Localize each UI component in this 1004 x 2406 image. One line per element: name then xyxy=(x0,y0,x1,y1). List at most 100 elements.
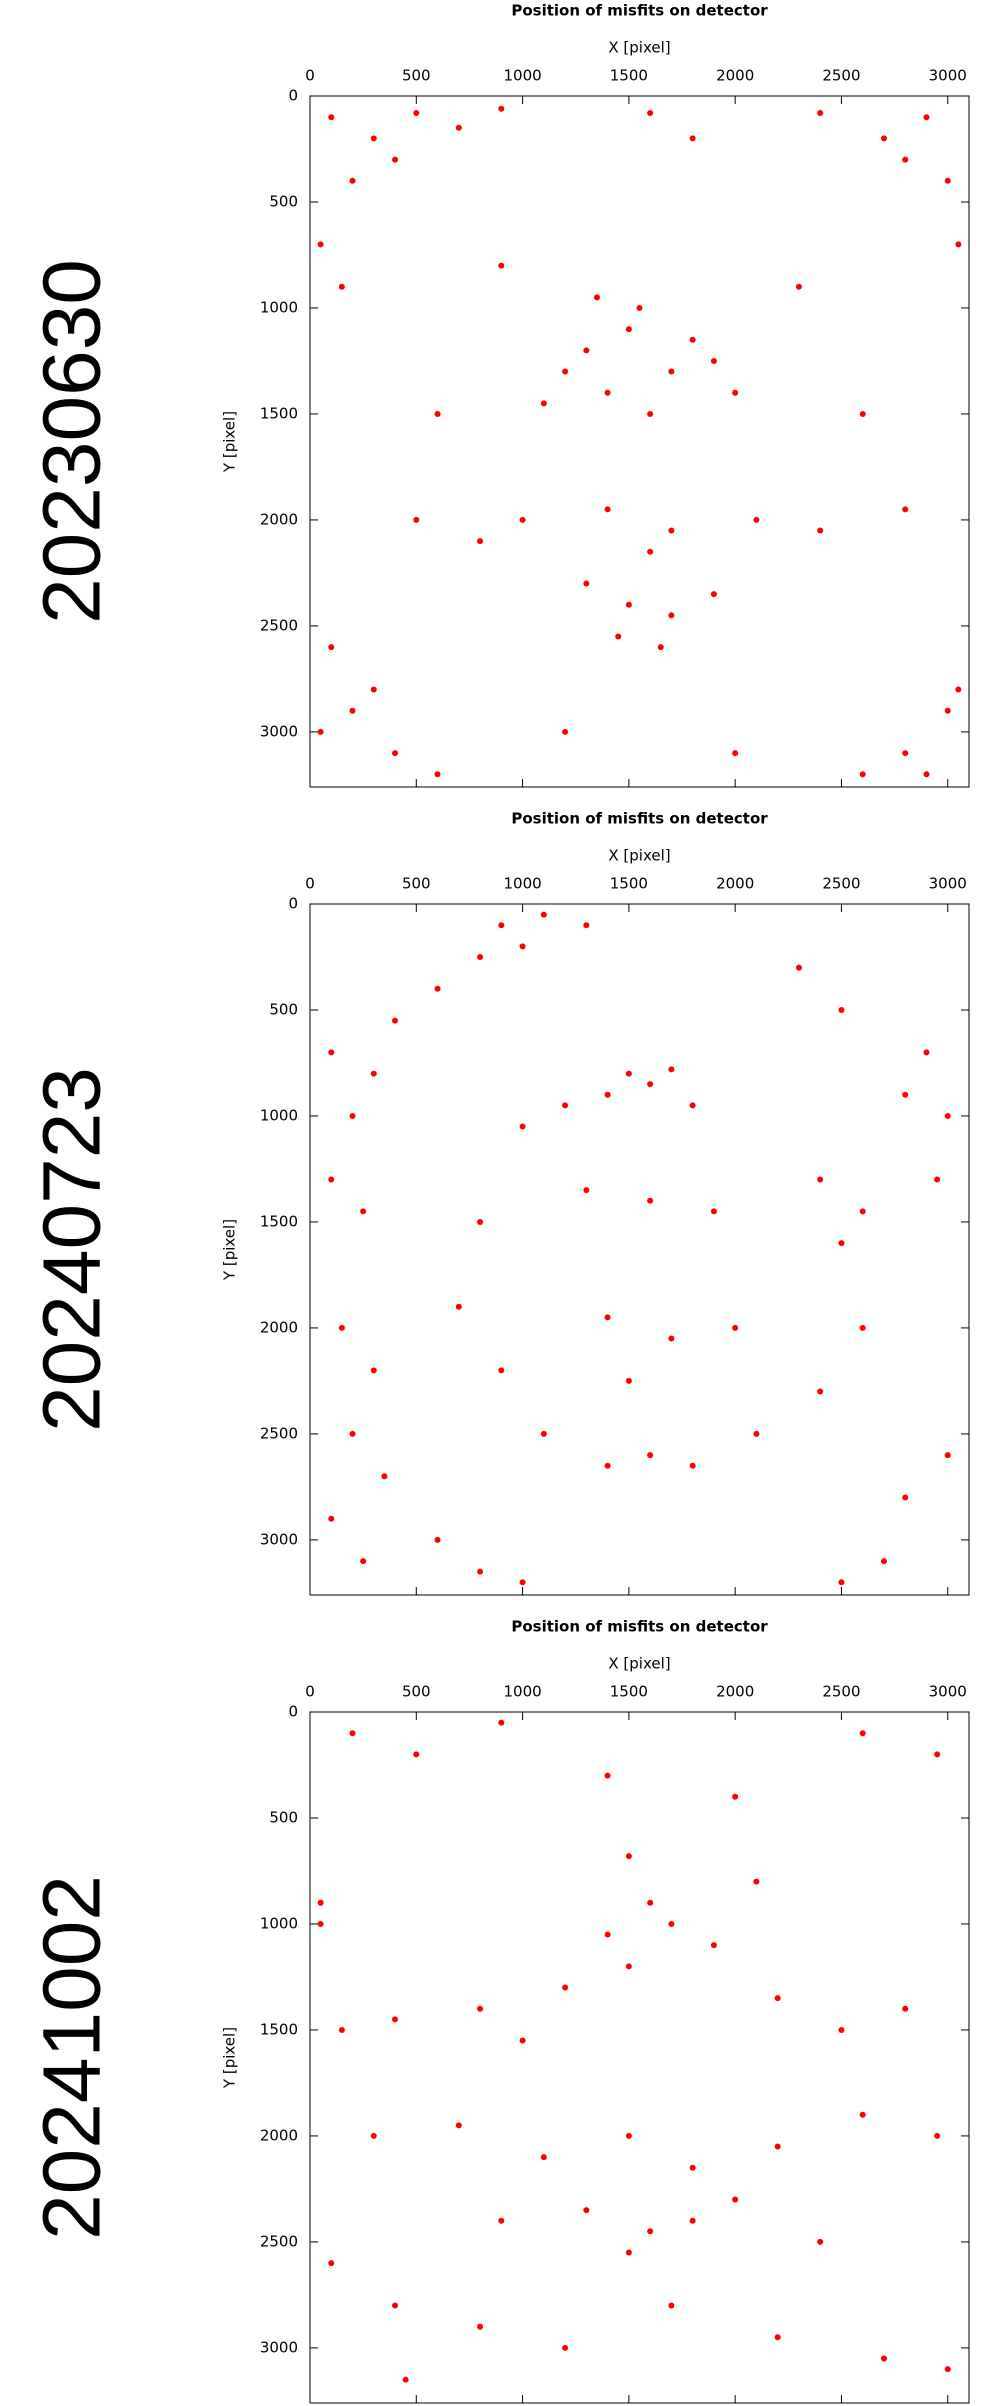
point xyxy=(625,2132,632,2139)
point xyxy=(434,771,441,778)
chart: Position of misfits on detector X [pixel]… xyxy=(27,1618,970,2404)
y-tick-label: 2500 xyxy=(260,1424,298,1442)
point xyxy=(647,2228,654,2235)
x-tick-label: 3000 xyxy=(929,875,967,893)
point xyxy=(583,1187,590,1194)
point xyxy=(604,1772,611,1779)
plot-frame xyxy=(309,1711,970,2404)
y-axis-label: Y [pixel] xyxy=(221,411,239,473)
y-tick-label: 3000 xyxy=(260,722,298,740)
point xyxy=(625,326,632,333)
point xyxy=(402,2376,409,2383)
point xyxy=(317,728,324,735)
point xyxy=(902,1091,909,1098)
x-tick-label: 2000 xyxy=(716,67,754,85)
point xyxy=(562,2344,569,2351)
point xyxy=(370,686,377,693)
x-tick-label: 1500 xyxy=(610,67,648,85)
plot-frame xyxy=(309,95,970,788)
point xyxy=(689,2164,696,2171)
point xyxy=(498,2217,505,2224)
point xyxy=(689,2217,696,2224)
point xyxy=(519,1123,526,1130)
point xyxy=(392,2302,399,2309)
point xyxy=(880,2355,887,2362)
point xyxy=(934,1176,941,1183)
point xyxy=(647,1197,654,1204)
point xyxy=(934,2132,941,2139)
point xyxy=(817,1176,824,1183)
point xyxy=(455,1303,462,1310)
point xyxy=(902,2005,909,2012)
point xyxy=(562,368,569,375)
date-label: 20241002 xyxy=(27,1875,118,2240)
point xyxy=(370,135,377,142)
y-tick-label: 1000 xyxy=(260,1914,298,1932)
point xyxy=(317,1899,324,1906)
point xyxy=(381,1473,388,1480)
point xyxy=(328,114,335,121)
point xyxy=(455,124,462,131)
x-tick-label: 1500 xyxy=(610,875,648,893)
chart-title: Position of misfits on detector xyxy=(511,1618,768,1636)
point xyxy=(689,336,696,343)
point xyxy=(647,1081,654,1088)
date-label: 20240723 xyxy=(27,1067,118,1432)
y-axis-label: Y [pixel] xyxy=(221,1219,239,1281)
point xyxy=(317,1920,324,1927)
point xyxy=(944,1452,951,1459)
point xyxy=(902,750,909,757)
point xyxy=(519,2037,526,2044)
point xyxy=(689,1102,696,1109)
point xyxy=(477,538,484,545)
point xyxy=(774,2334,781,2341)
x-tick-label: 500 xyxy=(402,1683,431,1701)
y-axis-label: Y [pixel] xyxy=(221,2027,239,2089)
point xyxy=(498,105,505,112)
x-tick-label: 2500 xyxy=(822,67,860,85)
y-tick-label: 500 xyxy=(269,192,298,210)
point xyxy=(583,2207,590,2214)
point xyxy=(859,1208,866,1215)
point xyxy=(519,516,526,523)
y-tick-label: 1000 xyxy=(260,1106,298,1124)
point xyxy=(710,357,717,364)
y-tick-label: 0 xyxy=(288,87,298,105)
point xyxy=(519,1579,526,1586)
point xyxy=(604,1091,611,1098)
point xyxy=(328,1515,335,1522)
point xyxy=(519,943,526,950)
point xyxy=(732,2196,739,2203)
point xyxy=(370,1367,377,1374)
point xyxy=(540,2154,547,2161)
point xyxy=(944,707,951,714)
y-tick-label: 0 xyxy=(288,1703,298,1721)
point xyxy=(413,516,420,523)
point xyxy=(477,1568,484,1575)
point xyxy=(604,506,611,513)
point xyxy=(338,2026,345,2033)
point xyxy=(732,1324,739,1331)
x-tick-label: 3000 xyxy=(929,67,967,85)
x-axis-label: X [pixel] xyxy=(608,39,670,57)
x-tick-label: 0 xyxy=(305,67,315,85)
point xyxy=(668,1335,675,1342)
point xyxy=(477,953,484,960)
point xyxy=(540,400,547,407)
point xyxy=(902,506,909,513)
point xyxy=(817,527,824,534)
point xyxy=(710,1208,717,1215)
y-tick-label: 3000 xyxy=(260,2338,298,2356)
point xyxy=(583,347,590,354)
point xyxy=(392,156,399,163)
point xyxy=(540,911,547,918)
x-tick-label: 2000 xyxy=(716,1683,754,1701)
point xyxy=(498,1367,505,1374)
point xyxy=(625,2249,632,2256)
point xyxy=(859,410,866,417)
point xyxy=(955,686,962,693)
point xyxy=(838,1006,845,1013)
point xyxy=(498,1719,505,1726)
y-tick-label: 2000 xyxy=(260,2126,298,2144)
